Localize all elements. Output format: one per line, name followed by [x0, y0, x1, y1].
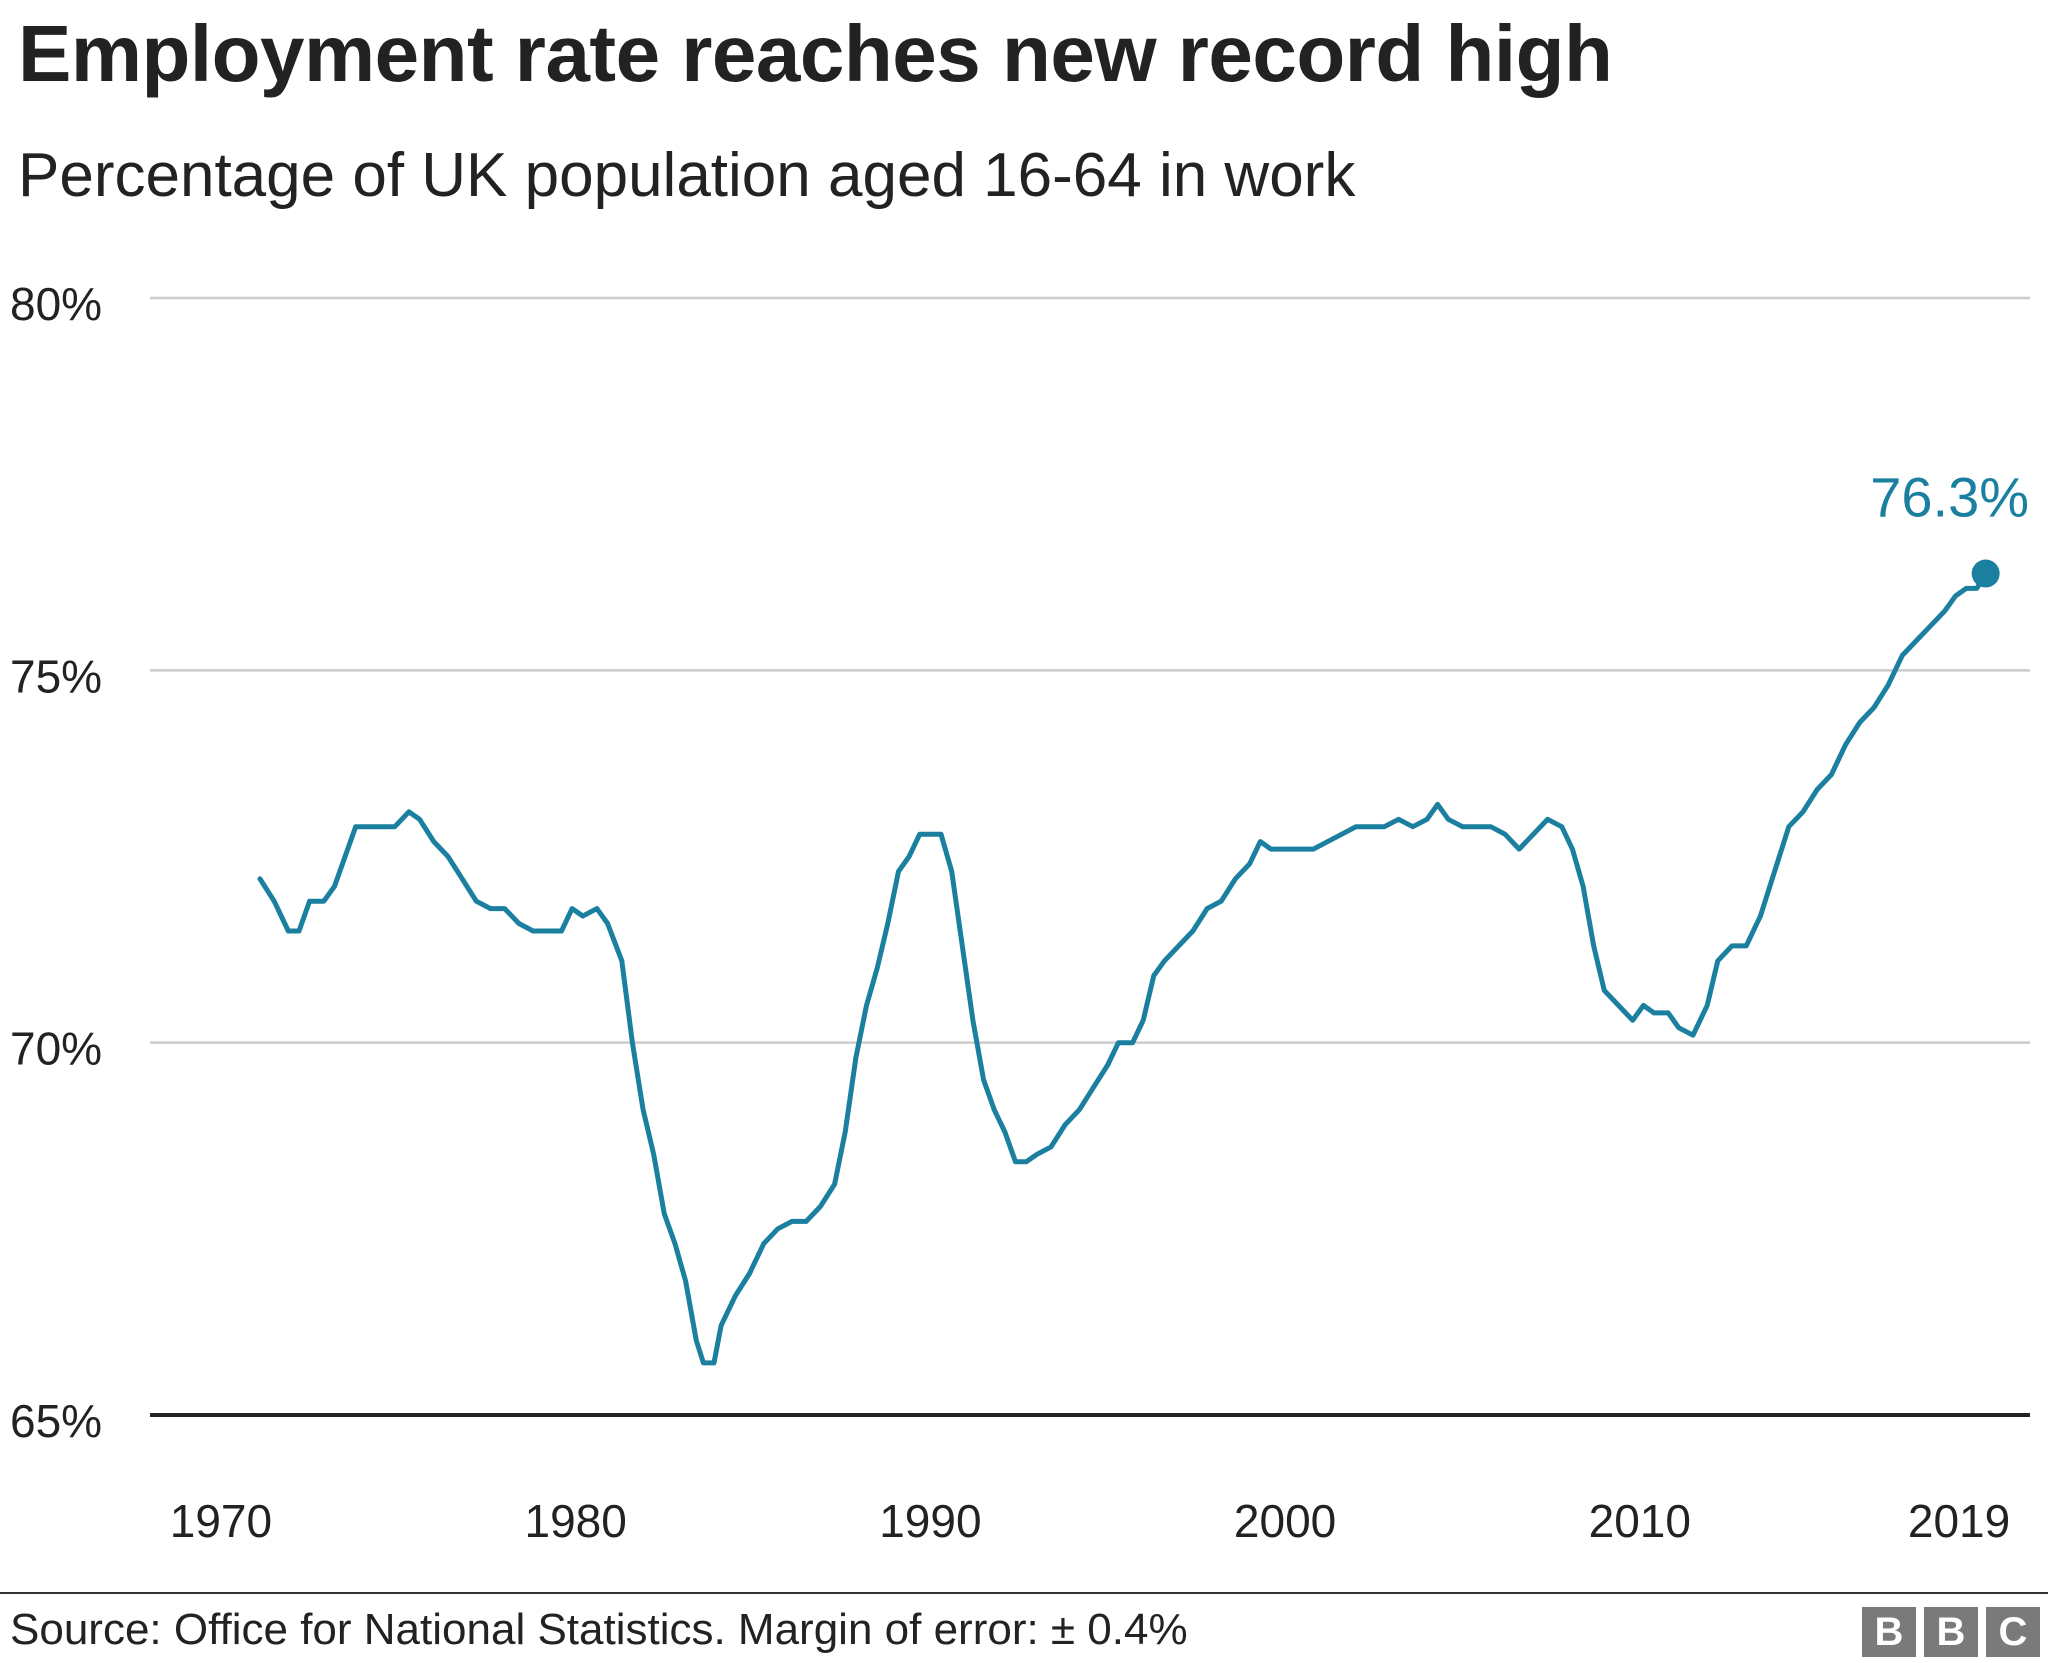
bbc-logo: B B C	[1862, 1607, 2040, 1657]
chart-subtitle: Percentage of UK population aged 16-64 i…	[18, 141, 1356, 210]
end-point-marker	[1971, 559, 2000, 588]
x-tick-label: 2019	[1908, 1495, 2010, 1547]
y-tick-label: 65%	[10, 1395, 102, 1447]
source-note: Source: Office for National Statistics. …	[10, 1605, 1188, 1654]
x-tick-label: 1980	[524, 1495, 626, 1547]
x-tick-label: 2010	[1589, 1495, 1691, 1547]
series-line	[257, 571, 1989, 1366]
footer-divider	[0, 1592, 2048, 1594]
x-tick-label: 2000	[1234, 1495, 1336, 1547]
end-value-label: 76.3%	[1870, 466, 2029, 529]
y-tick-label: 75%	[10, 650, 102, 702]
logo-letter: C	[1986, 1607, 2040, 1657]
logo-letter: B	[1862, 1607, 1916, 1657]
x-tick-label: 1990	[879, 1495, 981, 1547]
line-chart: 65% 70% 75% 80% 1970 1980 1990 2000 2010 2019 76.3…	[10, 278, 2030, 1547]
chart-title: Employment rate reaches new record high	[18, 9, 1613, 98]
x-tick-label: 1970	[170, 1495, 272, 1547]
y-tick-label: 70%	[10, 1023, 102, 1075]
logo-letter: B	[1924, 1607, 1978, 1657]
y-tick-label: 80%	[10, 278, 102, 330]
